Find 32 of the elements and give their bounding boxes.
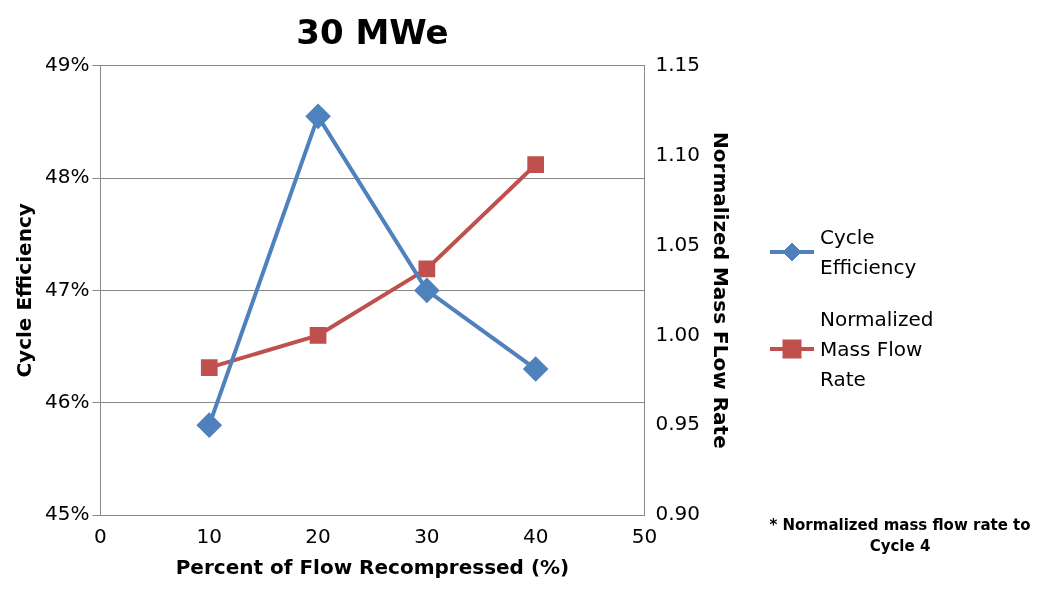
point [197, 413, 222, 438]
text: * Normalized mass flow rate to Cycle 4 [768, 515, 1032, 557]
x-axis-title: Percent of Flow Recompressed (%) [175, 555, 570, 580]
x-tick-label: 10 [196, 524, 222, 549]
y2-tick-label: 1.00 [655, 321, 700, 346]
y-tick-label: 49% [45, 52, 90, 76]
point [418, 260, 436, 278]
chart-title: 30 MWe [296, 12, 449, 53]
x-tick-label: 30 [414, 524, 440, 549]
x-tick-label: 20 [305, 524, 331, 549]
y-tick-label: 47% [45, 276, 90, 301]
y2-tick-label: 1.10 [655, 141, 700, 166]
point [309, 326, 327, 344]
legend-label: Normalized Mass Flow Rate [820, 306, 935, 393]
y2-tick-label: 1.15 [655, 52, 700, 76]
y-tick-label: 48% [45, 164, 90, 189]
point [414, 278, 439, 303]
point [200, 359, 218, 377]
x-tick-label: 50 [631, 524, 658, 549]
y-tick-label: 45% [45, 501, 90, 526]
y2-tick-label: 0.90 [655, 501, 700, 526]
y2-tick-label: 0.95 [655, 411, 700, 436]
point [527, 156, 545, 173]
y-axis-title: Cycle Efficiency [12, 203, 37, 378]
point [523, 357, 548, 382]
y2-axis-title: Normalized Mass FLow Rate [708, 132, 733, 449]
legend-label: Cycle Efficiency [820, 224, 918, 281]
x-tick-label: 40 [522, 524, 549, 549]
y2-tick-label: 1.05 [655, 231, 700, 256]
y-tick-label: 46% [45, 388, 90, 413]
x-tick-label: 0 [94, 524, 107, 549]
point [306, 104, 331, 129]
